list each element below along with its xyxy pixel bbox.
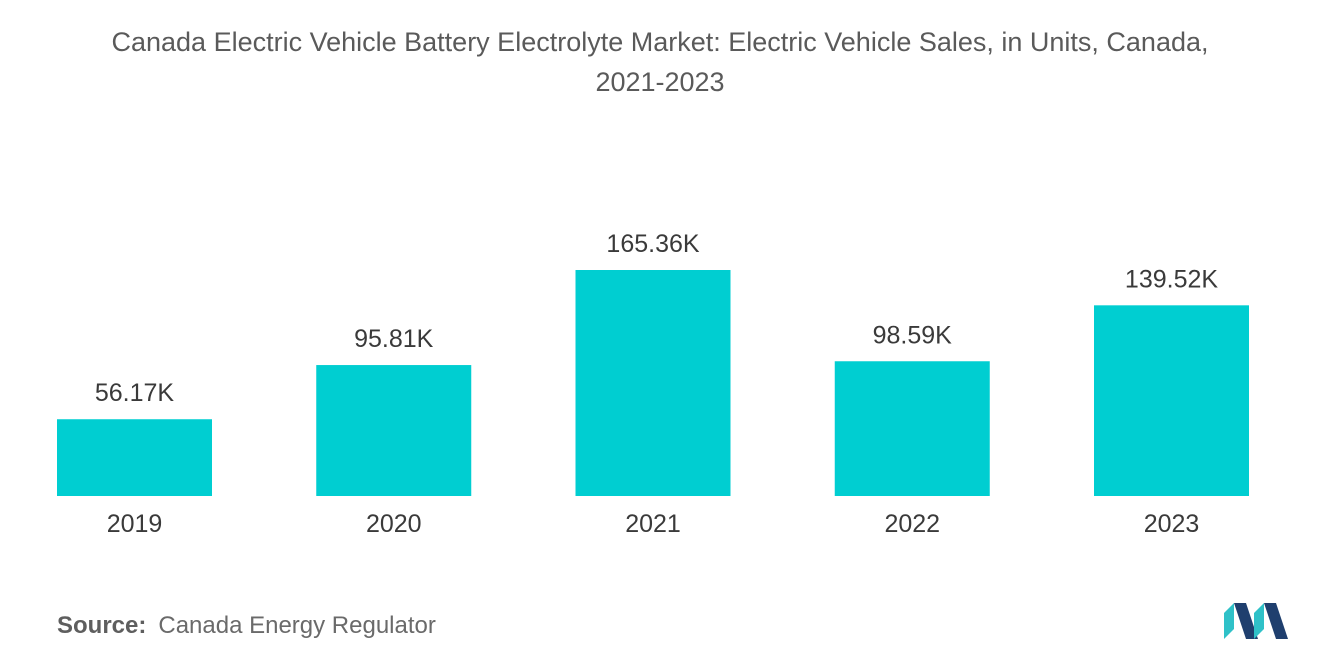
bar-2023: [1094, 305, 1249, 496]
mordor-intelligence-logo-icon: [1224, 603, 1288, 639]
bar-2020: [316, 365, 472, 496]
x-tick-2019: 2019: [107, 510, 163, 538]
x-tick-2023: 2023: [1144, 510, 1200, 538]
chart-title-line-1: Canada Electric Vehicle Battery Electrol…: [111, 27, 1209, 57]
data-labels-layer: 56.17K 95.81K 165.36K 98.59K 139.52K: [95, 230, 1219, 407]
x-tick-2022: 2022: [884, 510, 940, 538]
data-label-2022: 98.59K: [873, 321, 953, 349]
chart-title: Canada Electric Vehicle Battery Electrol…: [0, 22, 1320, 102]
x-tick-2020: 2020: [366, 510, 422, 538]
x-axis-tick-labels: 2019 2020 2021 2022 2023: [107, 510, 1200, 538]
data-label-2020: 95.81K: [354, 325, 434, 353]
bar-2022: [834, 361, 990, 496]
bar-2019: [57, 419, 212, 496]
bars-layer: [57, 270, 1249, 496]
source-note: Source: Canada Energy Regulator: [57, 612, 436, 640]
bar-chart: 56.17K 95.81K 165.36K 98.59K 139.52K 2019 202…: [57, 230, 1249, 538]
data-label-2021: 165.36K: [606, 230, 699, 258]
bar-2021: [575, 270, 731, 496]
source-text: Canada Energy Regulator: [158, 612, 436, 639]
chart-title-line-2: 2021-2023: [595, 67, 725, 97]
x-tick-2021: 2021: [625, 510, 681, 538]
data-label-2019: 56.17K: [95, 379, 175, 407]
source-label: Source:: [57, 612, 147, 639]
data-label-2023: 139.52K: [1125, 265, 1218, 293]
